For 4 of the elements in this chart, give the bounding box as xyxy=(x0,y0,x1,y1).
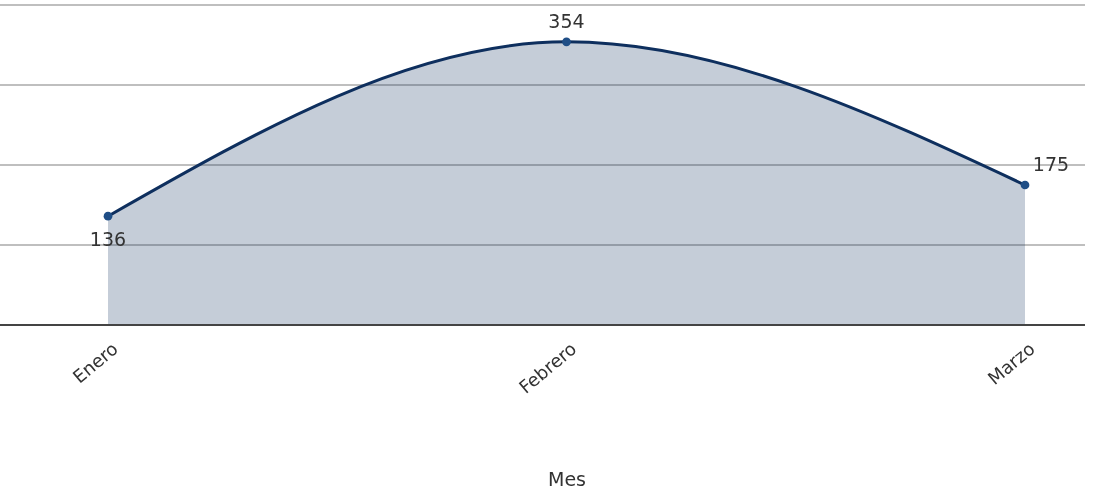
data-label: 175 xyxy=(1032,153,1070,175)
data-label: 136 xyxy=(89,228,127,251)
data-label: 354 xyxy=(548,9,585,32)
x-axis-title: Mes xyxy=(548,468,586,490)
